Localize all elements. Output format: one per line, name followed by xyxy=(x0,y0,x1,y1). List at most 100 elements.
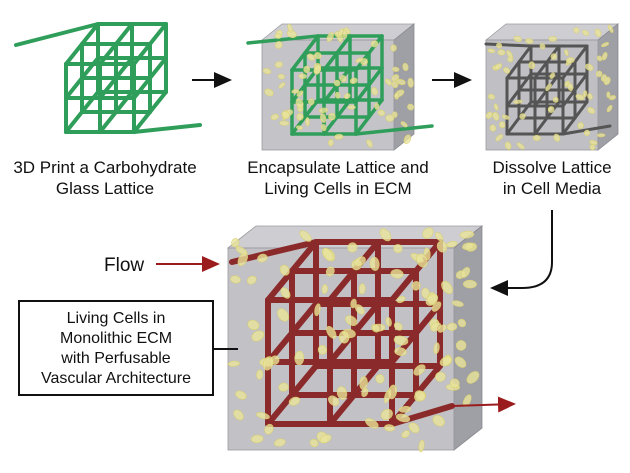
living-cell xyxy=(370,40,379,48)
living-cell xyxy=(394,347,407,356)
living-cell xyxy=(503,67,511,74)
living-cell xyxy=(379,228,392,242)
perfusable-vascular-cube-icon xyxy=(226,225,484,453)
living-cell xyxy=(274,438,286,447)
living-cell xyxy=(441,280,453,295)
living-cell xyxy=(338,330,350,344)
living-cell xyxy=(246,275,257,285)
living-cell xyxy=(601,42,610,48)
living-cell xyxy=(519,113,526,120)
living-cell xyxy=(607,24,614,33)
lattice-strut xyxy=(322,34,352,72)
living-cell xyxy=(257,253,268,263)
living-cell xyxy=(395,413,411,423)
step1-caption-line2: Glass Lattice xyxy=(55,179,155,198)
living-cell xyxy=(247,319,260,331)
living-cell xyxy=(497,49,506,56)
living-cell xyxy=(589,144,596,151)
living-cell xyxy=(250,434,264,444)
living-cell xyxy=(396,78,406,86)
living-cell xyxy=(303,65,311,74)
living-cell xyxy=(595,70,603,78)
step2-caption-line1: Encapsulate Lattice and xyxy=(247,158,429,177)
living-cell xyxy=(460,267,471,278)
living-cell xyxy=(451,300,464,307)
living-cell xyxy=(573,27,580,34)
living-cell xyxy=(235,390,247,400)
living-cell xyxy=(320,124,327,132)
living-cell xyxy=(435,371,446,382)
living-cell xyxy=(345,315,358,326)
living-cell xyxy=(385,114,395,122)
living-cell xyxy=(606,104,613,113)
living-cell xyxy=(319,434,332,444)
living-cell xyxy=(350,298,357,309)
living-cell xyxy=(596,133,606,138)
living-cell xyxy=(422,227,434,239)
living-cell xyxy=(342,30,348,39)
living-cell xyxy=(516,142,525,150)
living-cell xyxy=(235,246,248,255)
arrow-step3-to-result xyxy=(490,210,553,296)
step1-caption: 3D Print a Carbohydrate Glass Lattice xyxy=(0,157,210,199)
living-cell xyxy=(384,78,392,86)
living-cell xyxy=(321,284,328,294)
living-cell xyxy=(358,283,366,295)
living-cell xyxy=(288,396,301,406)
living-cell xyxy=(549,72,555,79)
living-cell xyxy=(314,52,322,60)
living-cell xyxy=(335,91,341,99)
living-cell xyxy=(361,388,369,398)
living-cell xyxy=(262,68,272,75)
result-line2: Monolithic ECM xyxy=(59,330,173,347)
flow-label: Flow xyxy=(104,255,145,276)
gel-side-face xyxy=(453,225,483,451)
living-cell xyxy=(296,112,304,121)
living-cell xyxy=(298,73,307,79)
living-cell xyxy=(317,345,328,355)
living-cell xyxy=(262,356,274,371)
living-cell xyxy=(322,247,334,262)
living-cell xyxy=(354,256,366,267)
living-cell xyxy=(462,242,475,251)
living-cell xyxy=(355,57,364,63)
living-cell xyxy=(492,111,500,121)
lattice-strut xyxy=(290,34,320,72)
living-cell xyxy=(354,304,365,315)
living-cell xyxy=(552,96,559,103)
step2-caption: Encapsulate Lattice and Living Cells in … xyxy=(228,157,448,199)
living-cell xyxy=(281,110,290,120)
living-cell xyxy=(495,134,504,142)
living-cell xyxy=(227,360,240,367)
lattice-strut xyxy=(64,22,100,66)
living-cell xyxy=(408,422,420,434)
living-cell xyxy=(411,281,421,291)
living-cell xyxy=(366,139,373,148)
living-cell xyxy=(587,107,596,114)
living-cell xyxy=(402,62,409,72)
lattice-strut xyxy=(265,239,319,303)
lattice-strut xyxy=(98,22,134,66)
living-cell xyxy=(291,89,300,94)
encapsulated-cube-icon xyxy=(246,23,434,151)
living-cell xyxy=(525,38,534,44)
lattice-strut xyxy=(290,66,320,104)
living-cell xyxy=(431,301,442,312)
living-cell xyxy=(280,287,291,299)
living-cell xyxy=(396,296,406,304)
living-cell xyxy=(264,88,274,97)
lattice-strut xyxy=(561,44,589,80)
lattice-strut xyxy=(265,301,319,365)
living-cell xyxy=(347,242,358,253)
flow-out-arrow xyxy=(451,396,516,413)
living-cell xyxy=(459,230,475,239)
living-cell xyxy=(577,122,584,129)
living-cell xyxy=(308,98,315,106)
living-cell xyxy=(485,111,493,119)
lattice-strut xyxy=(132,22,168,66)
living-cell xyxy=(606,91,611,99)
lattice-strut xyxy=(327,239,381,303)
living-cell xyxy=(493,103,499,111)
living-cell xyxy=(587,93,593,100)
lattice-outlet-tube xyxy=(132,123,202,134)
